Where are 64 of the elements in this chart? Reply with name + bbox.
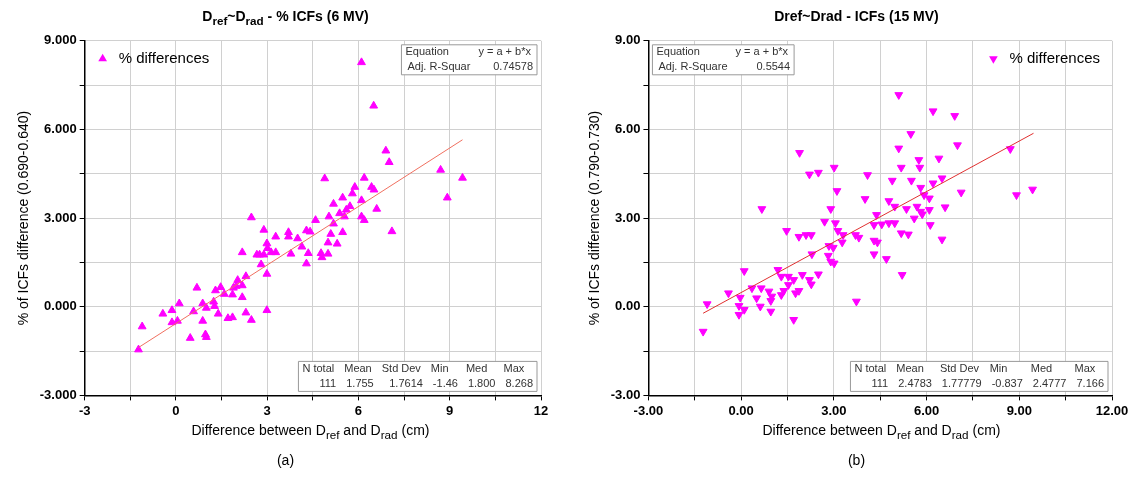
annotation: N total: [854, 361, 887, 374]
x-tick-label: 3: [263, 402, 271, 418]
x-tick-label: 12.00: [1095, 402, 1129, 418]
annotation: Max: [503, 361, 525, 374]
annotation: 2.4783: [898, 376, 932, 389]
annotation: y = a + b*x: [735, 45, 789, 58]
annotation: 111: [871, 376, 889, 389]
annotation: Adj. R-Square: [658, 60, 728, 73]
annotation: -0.837: [991, 376, 1023, 389]
annotation: -1.46: [432, 376, 458, 389]
x-tick-label: 6: [354, 402, 363, 418]
annotation: Med: [1030, 361, 1053, 374]
annotation: Std Dev: [381, 361, 422, 374]
x-tick-label: -3: [78, 402, 91, 418]
annotation: 7.166: [1076, 376, 1104, 389]
y-tick-label: -3.000: [39, 386, 77, 402]
annotation: 1.77779: [941, 376, 982, 389]
y-tick-label: 6.00: [615, 121, 641, 137]
annotation: 0.74578: [493, 60, 533, 73]
annotation: 1.800: [467, 376, 496, 389]
annotation: 0.5544: [756, 60, 791, 73]
legend-label: % differences: [118, 48, 210, 66]
annotation: 8.268: [505, 376, 533, 389]
annotation: Adj. R-Squar: [407, 60, 471, 73]
annotation: Min: [430, 361, 449, 374]
y-tick-label: 0.000: [44, 298, 77, 314]
y-tick-label: 6.000: [44, 121, 77, 137]
y-tick-label: 3.000: [44, 209, 77, 225]
annotation: y = a + b*x: [478, 45, 532, 58]
y-tick-label: 3.00: [615, 209, 641, 225]
x-tick-label: 0: [172, 402, 180, 418]
x-tick-label: 6.00: [913, 402, 940, 418]
y-tick-label: 9.000: [44, 32, 77, 48]
text: (a): [275, 452, 296, 468]
annotation: Equation: [405, 45, 449, 58]
annotation: 1.7614: [389, 376, 423, 389]
x-axis-title: Difference between D$_{ref}$ and D$_{rad}$ (cm): [761, 422, 1002, 443]
text: (b): [846, 452, 867, 468]
annotation: Equation: [656, 45, 700, 58]
annotation: 2.4777: [1032, 376, 1067, 389]
chart-title: Dref~Drad - ICFs (15 MV): [773, 8, 940, 26]
y-tick-label: -3.00: [610, 386, 641, 402]
annotation: N total: [302, 361, 335, 374]
x-axis-title: Difference between D$_{ref}$ and D$_{rad}$ (cm): [190, 422, 431, 443]
annotation: Med: [465, 361, 488, 374]
legend-label: % differences: [1009, 48, 1100, 66]
x-tick-label: 0.00: [728, 402, 754, 418]
y-tick-label: 0.00: [615, 298, 641, 314]
annotation: Max: [1074, 361, 1096, 374]
y-tick-label: 9.00: [615, 32, 641, 48]
annotation: Mean: [896, 361, 924, 374]
x-tick-label: 3.00: [821, 402, 847, 418]
x-tick-label: -3.00: [633, 402, 664, 418]
y-axis-title: % of ICFs difference (0.690-0.640): [15, 110, 32, 326]
x-tick-label: 12: [533, 402, 549, 418]
y-axis-title: % of ICFs difference (0.790-0.730): [586, 110, 603, 326]
annotation: 1.755: [346, 376, 374, 389]
annotation: 111: [319, 376, 337, 389]
x-tick-label: 9: [446, 402, 454, 418]
annotation: Std Dev: [939, 361, 980, 374]
x-tick-label: 9.00: [1006, 402, 1032, 418]
annotation: Mean: [344, 361, 372, 374]
annotation: Min: [989, 361, 1008, 374]
chart-title: D$_{ref}$~D$_{rad}$ - % ICFs (6 MV): [201, 8, 370, 29]
